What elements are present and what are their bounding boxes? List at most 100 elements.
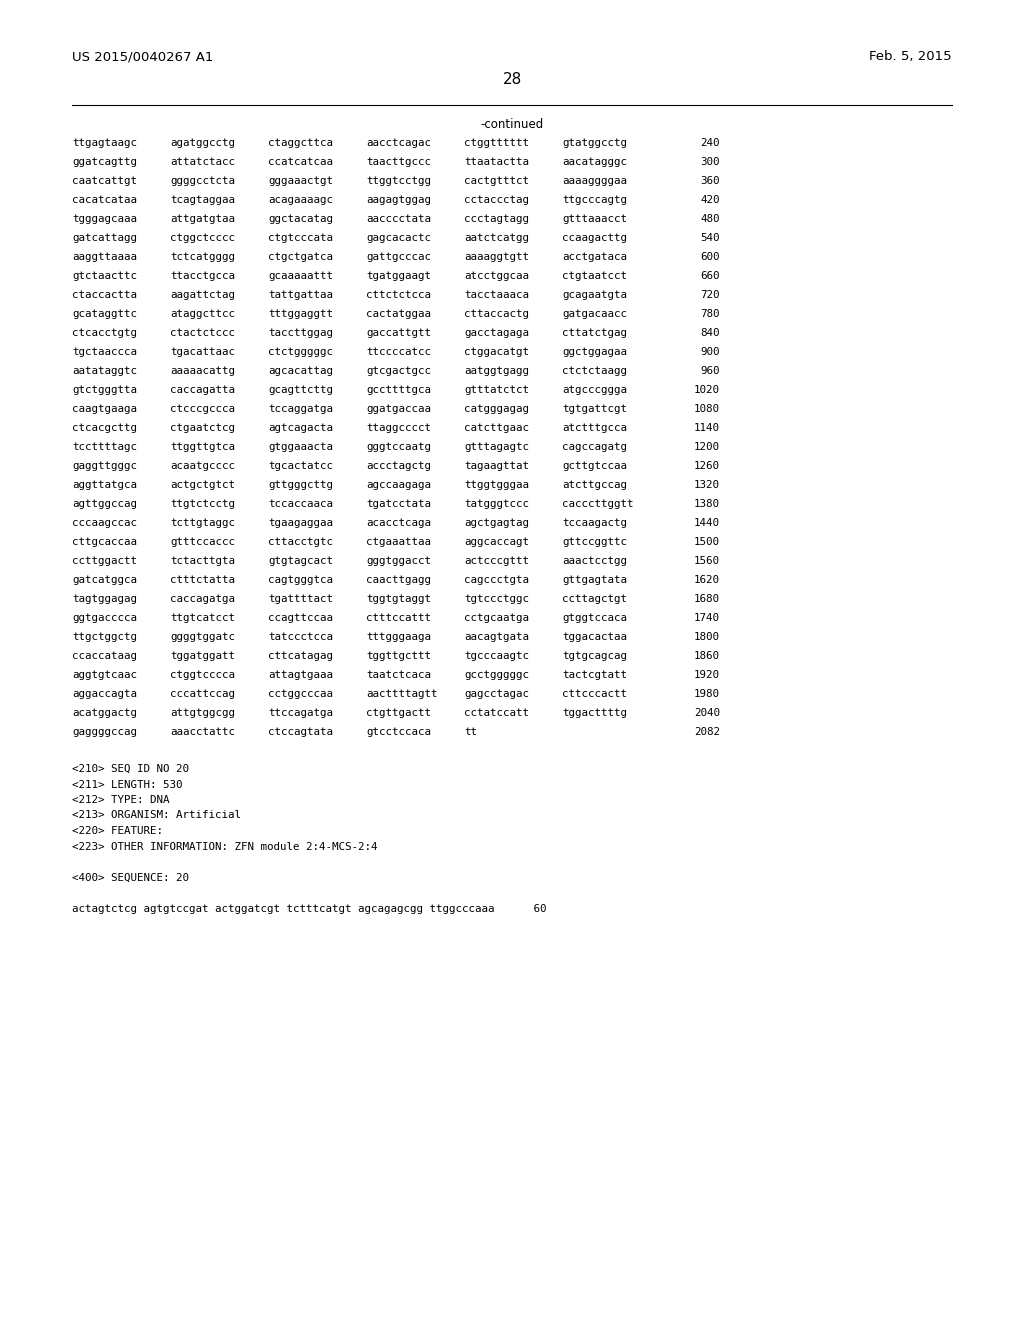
Text: cctatccatt: cctatccatt (464, 708, 529, 718)
Text: 1860: 1860 (694, 651, 720, 661)
Text: ggggtggatc: ggggtggatc (170, 632, 234, 642)
Text: tgtccctggc: tgtccctggc (464, 594, 529, 605)
Text: aacctcagac: aacctcagac (366, 139, 431, 148)
Text: ctccagtata: ctccagtata (268, 727, 333, 737)
Text: taacttgccc: taacttgccc (366, 157, 431, 168)
Text: cacatcataa: cacatcataa (72, 195, 137, 205)
Text: cctggcccaa: cctggcccaa (268, 689, 333, 700)
Text: cttcatagag: cttcatagag (268, 651, 333, 661)
Text: gtgtagcact: gtgtagcact (268, 556, 333, 566)
Text: actagtctcg agtgtccgat actggatcgt tctttcatgt agcagagcgg ttggcccaaa      60: actagtctcg agtgtccgat actggatcgt tctttca… (72, 903, 547, 913)
Text: tactcgtatt: tactcgtatt (562, 671, 627, 680)
Text: tccaggatga: tccaggatga (268, 404, 333, 414)
Text: gttccggttc: gttccggttc (562, 537, 627, 546)
Text: tccttttagc: tccttttagc (72, 442, 137, 451)
Text: ctgaaattaa: ctgaaattaa (366, 537, 431, 546)
Text: aacatagggc: aacatagggc (562, 157, 627, 168)
Text: agccaagaga: agccaagaga (366, 480, 431, 490)
Text: 1020: 1020 (694, 385, 720, 395)
Text: 2082: 2082 (694, 727, 720, 737)
Text: 1380: 1380 (694, 499, 720, 510)
Text: tggacttttg: tggacttttg (562, 708, 627, 718)
Text: ttgcccagtg: ttgcccagtg (562, 195, 627, 205)
Text: gaccattgtt: gaccattgtt (366, 327, 431, 338)
Text: gagcacactc: gagcacactc (366, 234, 431, 243)
Text: ctggctcccc: ctggctcccc (170, 234, 234, 243)
Text: ggggcctcta: ggggcctcta (170, 176, 234, 186)
Text: atgcccggga: atgcccggga (562, 385, 627, 395)
Text: gtttatctct: gtttatctct (464, 385, 529, 395)
Text: atctttgcca: atctttgcca (562, 422, 627, 433)
Text: ctactctccc: ctactctccc (170, 327, 234, 338)
Text: ctggtttttt: ctggtttttt (464, 139, 529, 148)
Text: tgctaaccca: tgctaaccca (72, 347, 137, 356)
Text: attagtgaaa: attagtgaaa (268, 671, 333, 680)
Text: acctgataca: acctgataca (562, 252, 627, 261)
Text: 1680: 1680 (694, 594, 720, 605)
Text: ggatcagttg: ggatcagttg (72, 157, 137, 168)
Text: 1980: 1980 (694, 689, 720, 700)
Text: tgatggaagt: tgatggaagt (366, 271, 431, 281)
Text: gtggaaacta: gtggaaacta (268, 442, 333, 451)
Text: acaatgcccc: acaatgcccc (170, 461, 234, 471)
Text: gcttgtccaa: gcttgtccaa (562, 461, 627, 471)
Text: caccagatga: caccagatga (170, 594, 234, 605)
Text: gttgggcttg: gttgggcttg (268, 480, 333, 490)
Text: gaggggccag: gaggggccag (72, 727, 137, 737)
Text: aatataggtc: aatataggtc (72, 366, 137, 376)
Text: ggtgacccca: ggtgacccca (72, 612, 137, 623)
Text: ctgtaatcct: ctgtaatcct (562, 271, 627, 281)
Text: tccaagactg: tccaagactg (562, 517, 627, 528)
Text: aaaaggtgtt: aaaaggtgtt (464, 252, 529, 261)
Text: cagccctgta: cagccctgta (464, 576, 529, 585)
Text: ctttctatta: ctttctatta (170, 576, 234, 585)
Text: tctcatgggg: tctcatgggg (170, 252, 234, 261)
Text: gtcctccaca: gtcctccaca (366, 727, 431, 737)
Text: 240: 240 (700, 139, 720, 148)
Text: caccagatta: caccagatta (170, 385, 234, 395)
Text: catgggagag: catgggagag (464, 404, 529, 414)
Text: 1260: 1260 (694, 461, 720, 471)
Text: ctggacatgt: ctggacatgt (464, 347, 529, 356)
Text: aggcaccagt: aggcaccagt (464, 537, 529, 546)
Text: ctggtcccca: ctggtcccca (170, 671, 234, 680)
Text: gcagttcttg: gcagttcttg (268, 385, 333, 395)
Text: ttacctgcca: ttacctgcca (170, 271, 234, 281)
Text: gcctgggggc: gcctgggggc (464, 671, 529, 680)
Text: ttgtcatcct: ttgtcatcct (170, 612, 234, 623)
Text: tgacattaac: tgacattaac (170, 347, 234, 356)
Text: cccattccag: cccattccag (170, 689, 234, 700)
Text: 1140: 1140 (694, 422, 720, 433)
Text: tgattttact: tgattttact (268, 594, 333, 605)
Text: <210> SEQ ID NO 20: <210> SEQ ID NO 20 (72, 764, 189, 774)
Text: 1740: 1740 (694, 612, 720, 623)
Text: aaggttaaaa: aaggttaaaa (72, 252, 137, 261)
Text: tgcccaagtc: tgcccaagtc (464, 651, 529, 661)
Text: gacctagaga: gacctagaga (464, 327, 529, 338)
Text: acatggactg: acatggactg (72, 708, 137, 718)
Text: ttggtgggaa: ttggtgggaa (464, 480, 529, 490)
Text: 1620: 1620 (694, 576, 720, 585)
Text: Feb. 5, 2015: Feb. 5, 2015 (869, 50, 952, 63)
Text: ctaccactta: ctaccactta (72, 290, 137, 300)
Text: -continued: -continued (480, 117, 544, 131)
Text: taccttggag: taccttggag (268, 327, 333, 338)
Text: aatggtgagg: aatggtgagg (464, 366, 529, 376)
Text: gtttagagtc: gtttagagtc (464, 442, 529, 451)
Text: gtctaacttc: gtctaacttc (72, 271, 137, 281)
Text: tccaccaaca: tccaccaaca (268, 499, 333, 510)
Text: catcttgaac: catcttgaac (464, 422, 529, 433)
Text: 360: 360 (700, 176, 720, 186)
Text: <213> ORGANISM: Artificial: <213> ORGANISM: Artificial (72, 810, 241, 821)
Text: ccttggactt: ccttggactt (72, 556, 137, 566)
Text: ctctgggggc: ctctgggggc (268, 347, 333, 356)
Text: caagtgaaga: caagtgaaga (72, 404, 137, 414)
Text: atcctggcaa: atcctggcaa (464, 271, 529, 281)
Text: cagccagatg: cagccagatg (562, 442, 627, 451)
Text: agatggcctg: agatggcctg (170, 139, 234, 148)
Text: aaactcctgg: aaactcctgg (562, 556, 627, 566)
Text: gcagaatgta: gcagaatgta (562, 290, 627, 300)
Text: 540: 540 (700, 234, 720, 243)
Text: tgatcctata: tgatcctata (366, 499, 431, 510)
Text: cccaagccac: cccaagccac (72, 517, 137, 528)
